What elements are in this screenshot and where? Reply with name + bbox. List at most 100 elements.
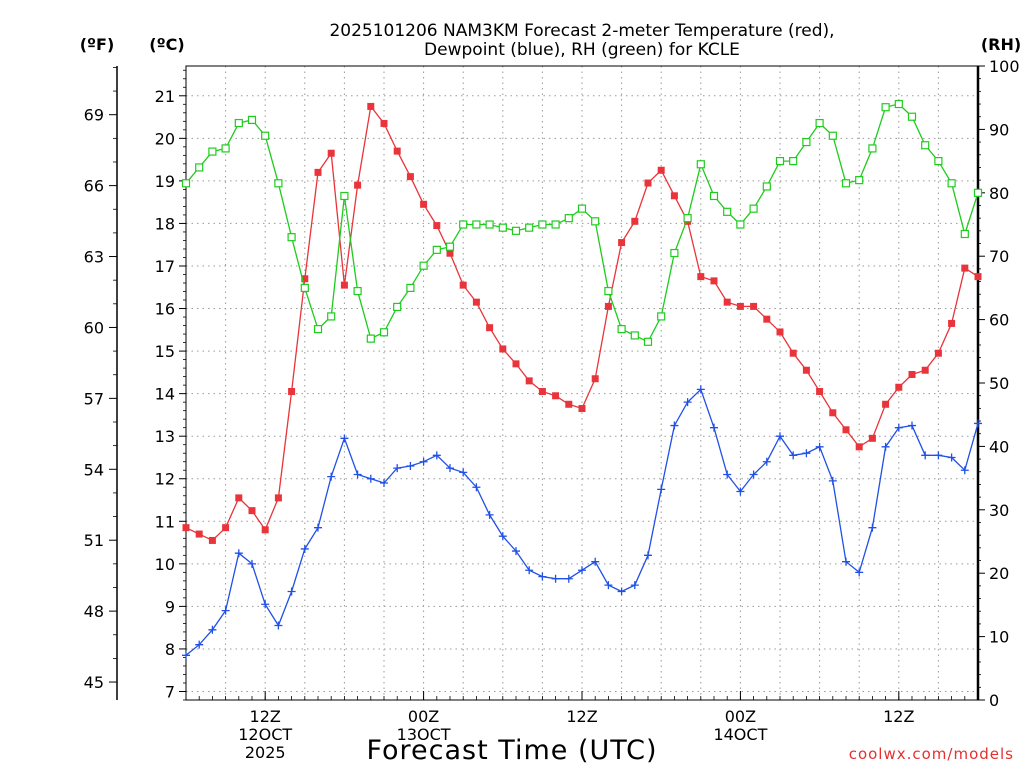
rh-point <box>366 334 375 343</box>
dewpoint-point <box>696 385 705 394</box>
temperature-point <box>288 388 296 396</box>
rh-point <box>907 112 917 121</box>
rh-point <box>577 204 587 213</box>
rh-tick-label: 20 <box>989 564 1009 583</box>
rh-tick-label: 40 <box>989 437 1009 456</box>
rh-point <box>181 179 191 188</box>
rh-point <box>789 157 798 166</box>
temperature-point <box>829 409 837 417</box>
celsius-tick-label: 19 <box>155 172 175 191</box>
dewpoint-point <box>868 523 877 532</box>
x-tick-label: 12Z <box>566 707 597 726</box>
rh-point <box>683 214 692 223</box>
rh-point <box>195 163 204 172</box>
rh-point <box>498 223 507 232</box>
dewpoint-point <box>340 434 349 443</box>
celsius-tick-label: 10 <box>155 555 175 574</box>
rh-point <box>472 220 481 229</box>
rh-point <box>313 325 323 334</box>
x-axis-label: Forecast Time (UTC) <box>366 735 657 766</box>
rh-tick-label: 60 <box>989 311 1009 330</box>
dewpoint-point <box>327 472 336 481</box>
dewpoint-point <box>208 625 217 634</box>
dewpoint-point <box>630 581 639 590</box>
dewpoint-point <box>789 451 798 460</box>
dewpoint-point <box>564 574 573 583</box>
dewpoint-point <box>815 442 824 451</box>
dewpoint-point <box>446 464 454 473</box>
temperature-point <box>525 377 533 385</box>
chart-title-line2: Dewpoint (blue), RH (green) for KCLE <box>424 40 740 60</box>
dewpoint-point <box>419 457 428 466</box>
celsius-tick-label: 9 <box>165 597 175 616</box>
series-rh <box>181 99 983 346</box>
temperature-point <box>314 168 322 176</box>
dewpoint-point <box>683 398 692 407</box>
celsius-tick-label: 16 <box>155 300 175 319</box>
temperature-point <box>301 275 309 283</box>
fahrenheit-tick-label: 54 <box>84 460 104 479</box>
dewpoint-point <box>551 574 560 583</box>
tick-labels: 7 8 9 10 11 12 13 14 15 16 17 18 19 20 21 45 48 51 54 57 60 6… <box>84 57 1020 762</box>
fahrenheit-tick-label: 66 <box>84 177 104 196</box>
x-tick-label: 00Z <box>725 707 756 726</box>
dewpoint-point <box>974 419 982 428</box>
rh-point <box>459 220 468 229</box>
rh-point <box>670 248 679 258</box>
temperature-point <box>736 302 744 310</box>
rh-point <box>841 179 851 188</box>
dewpoint-point <box>274 621 283 630</box>
fahrenheit-tick-label: 63 <box>84 248 104 267</box>
temperature-point <box>868 434 876 442</box>
dewpoint-point <box>248 559 256 568</box>
rh-point <box>485 220 494 229</box>
dewpoint-point <box>762 457 771 466</box>
rh-point <box>868 144 877 153</box>
dewpoint-point <box>736 487 745 496</box>
dewpoint-point <box>393 464 402 473</box>
rh-point <box>287 233 296 242</box>
celsius-tick-label: 12 <box>155 470 175 489</box>
temperature-point <box>816 388 824 396</box>
temperature-point <box>420 200 428 208</box>
dewpoint-point <box>380 478 388 487</box>
fahrenheit-tick-label: 57 <box>84 389 104 408</box>
dewpoint-point <box>776 432 784 441</box>
axes <box>109 65 985 701</box>
dewpoint-point <box>261 600 270 609</box>
temperature-point <box>208 536 216 544</box>
dewpoint-point <box>644 551 652 560</box>
temperature-point <box>657 166 665 174</box>
temperature-point <box>182 524 190 532</box>
fahrenheit-tick-label: 60 <box>84 318 104 337</box>
temperature-point <box>565 400 573 408</box>
dewpoint-point <box>802 449 811 458</box>
rh-point <box>445 242 455 251</box>
dewpoint-point <box>842 557 850 566</box>
temperature-point <box>235 494 243 502</box>
x-tick-label: 00Z <box>408 707 439 726</box>
x-tick-label: 12Z <box>250 707 281 726</box>
temperature-point <box>195 530 203 538</box>
temperature-point <box>895 383 903 391</box>
celsius-unit-label: (ºC) <box>149 35 184 54</box>
rh-point <box>815 118 824 128</box>
rh-point <box>723 207 732 216</box>
temperature-point <box>340 281 348 289</box>
dewpoint-point <box>406 461 415 470</box>
rh-point <box>643 337 653 346</box>
x-tick-label: 13OCT <box>397 725 451 744</box>
temperature-point <box>670 192 678 200</box>
rh-unit-label: (RH) <box>981 35 1021 54</box>
temperature-point <box>948 319 956 327</box>
temperature-point <box>974 273 982 281</box>
rh-point <box>274 179 283 188</box>
rh-point <box>591 217 600 226</box>
temperature-point <box>486 324 494 332</box>
temperature-point <box>261 526 269 534</box>
rh-point <box>379 328 389 337</box>
temperature-point <box>631 217 639 225</box>
rh-point <box>525 223 534 232</box>
rh-tick-label: 30 <box>989 501 1009 520</box>
rh-point <box>393 302 402 312</box>
